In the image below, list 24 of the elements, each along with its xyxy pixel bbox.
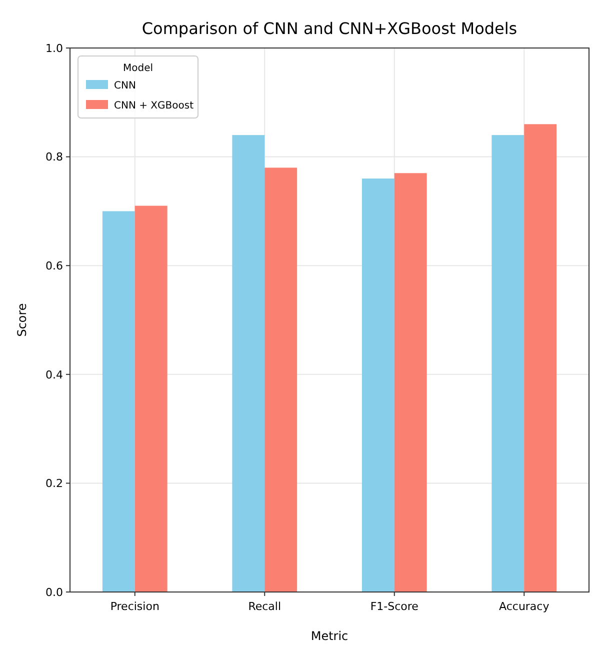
x-axis-title: Metric xyxy=(310,629,348,643)
x-tick-label: F1-Score xyxy=(370,600,419,613)
chart-title: Comparison of CNN and CNN+XGBoost Models xyxy=(142,19,518,38)
y-tick-label: 0.2 xyxy=(46,477,63,490)
x-tick-label: Accuracy xyxy=(499,600,550,613)
x-tick-label: Recall xyxy=(248,600,282,613)
bar xyxy=(362,178,394,592)
x-tick-label: Precision xyxy=(110,600,160,613)
bar xyxy=(264,168,298,592)
y-tick-label: 1.0 xyxy=(46,42,63,55)
bar xyxy=(524,124,557,592)
legend-label: CNN + XGBoost xyxy=(114,100,194,112)
legend-label: CNN xyxy=(114,80,136,92)
bar xyxy=(102,211,135,592)
y-axis-title: Score xyxy=(15,303,29,337)
bar xyxy=(232,135,265,592)
bar xyxy=(394,173,427,592)
y-tick-label: 0.6 xyxy=(46,259,63,272)
bar xyxy=(134,206,168,592)
bar xyxy=(492,135,524,592)
y-tick-label: 0.8 xyxy=(46,150,63,164)
y-tick-label: 0.0 xyxy=(46,586,63,599)
legend-title: Model xyxy=(122,63,154,74)
y-tick-label: 0.4 xyxy=(46,368,63,382)
